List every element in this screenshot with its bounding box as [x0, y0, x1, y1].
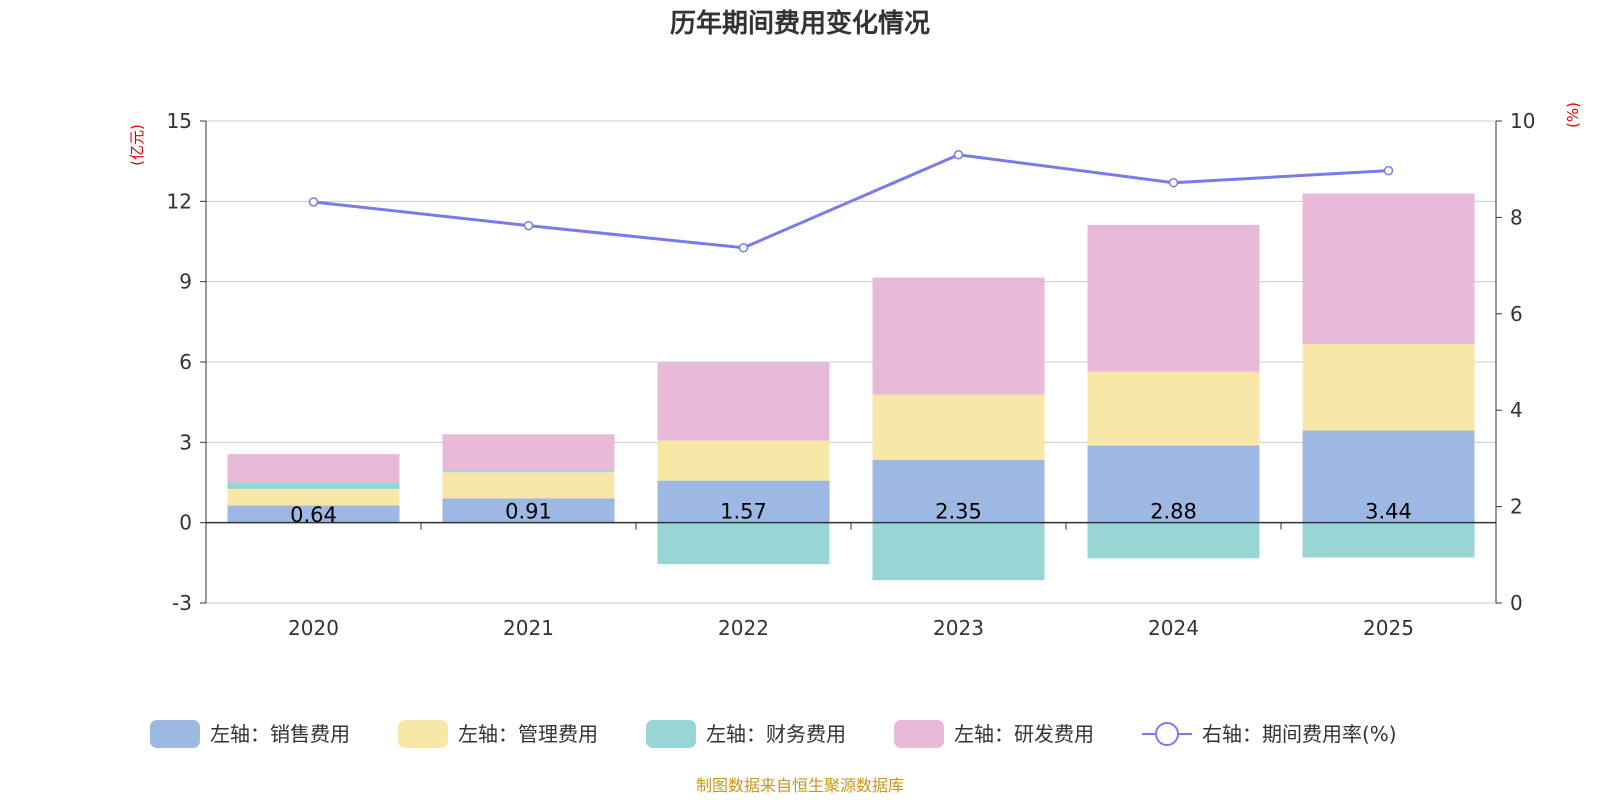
x-tick-label: 2022: [718, 616, 769, 640]
right-tick-label: 6: [1510, 302, 1523, 326]
bar-2024-s1: [1087, 445, 1260, 523]
x-tick-label: 2021: [503, 616, 554, 640]
bar-2020-s4: [227, 454, 400, 483]
legend-item-5[interactable]: 右轴：期间费用率(%): [1142, 722, 1397, 746]
legend-label: 左轴：财务费用: [706, 722, 846, 746]
bar-2021-s2: [442, 472, 615, 499]
legend-swatch: [150, 720, 200, 748]
rate-point-2021: [523, 220, 534, 231]
bar-2020-s2: [227, 488, 400, 506]
bar-2025-s1: [1302, 430, 1475, 523]
right-tick-label: 10: [1510, 109, 1535, 133]
right-tick-label: 0: [1510, 591, 1523, 615]
bar-2024-s4: [1087, 224, 1260, 372]
right-axis-unit: (%): [1564, 102, 1582, 128]
rate-point-2025: [1383, 165, 1394, 176]
legend-label: 左轴：研发费用: [954, 722, 1094, 746]
legend-item-2[interactable]: 左轴：管理费用: [398, 720, 598, 748]
legend-label: 右轴：期间费用率(%): [1202, 722, 1397, 746]
x-tick-label: 2024: [1148, 616, 1199, 640]
legend-swatch: [646, 720, 696, 748]
rate-line-path: [313, 153, 1389, 250]
legend-item-4[interactable]: 左轴：研发费用: [894, 720, 1094, 748]
rate-point-2020: [308, 197, 319, 207]
axes: -3 0 3 6 9 12 15 0 2 4 6 8 10 2020 2021 2022 2023 2024 202…: [167, 109, 1536, 640]
bar-2023-s1: [872, 459, 1045, 523]
bar-2022-s4: [657, 362, 830, 441]
bar-2024-s3: [1087, 522, 1260, 559]
bar-2020-s3: [227, 482, 400, 489]
right-tick-label: 4: [1510, 398, 1523, 422]
footer-source: 制图数据来自恒生聚源数据库: [696, 776, 904, 795]
bar-2021-s1: [442, 498, 615, 523]
left-tick-label: 3: [179, 430, 192, 454]
legend-item-1[interactable]: 左轴：销售费用: [150, 720, 350, 748]
left-tick-label: 12: [167, 189, 192, 213]
bar-2023-s4: [872, 277, 1045, 395]
bar-2020-s1: [227, 505, 400, 523]
rate-point-2024: [1168, 177, 1179, 188]
legend-marker-icon: [1155, 722, 1179, 746]
bar-2022-s1: [657, 480, 830, 523]
bar-2025-s2: [1302, 344, 1475, 431]
data-label: 0.64: [290, 503, 337, 527]
legend-label: 左轴：销售费用: [210, 722, 350, 746]
legend-label: 左轴：管理费用: [458, 722, 598, 746]
bar-2022-s3: [657, 522, 830, 565]
x-tick-label: 2023: [933, 616, 984, 640]
rate-point-2022: [738, 243, 749, 253]
right-tick-label: 2: [1510, 495, 1523, 519]
left-tick-label: -3: [172, 591, 192, 615]
data-labels: 0.64 0.91 1.57 2.35 2.88 3.44: [290, 500, 1412, 527]
rate-point-2023: [953, 149, 964, 160]
bar-2024-s2: [1087, 371, 1260, 446]
bars: [227, 193, 1475, 581]
legend-swatch: [398, 720, 448, 748]
data-label: 0.91: [505, 500, 552, 524]
x-tick-label: 2020: [288, 616, 339, 640]
legend-swatch: [894, 720, 944, 748]
bar-2023-s3: [872, 522, 1045, 581]
legend-item-3[interactable]: 左轴：财务费用: [646, 720, 846, 748]
chart-title: 历年期间费用变化情况: [670, 8, 930, 39]
left-tick-label: 15: [167, 109, 192, 133]
data-label: 2.88: [1150, 500, 1197, 524]
rate-line: [308, 149, 1394, 253]
bar-2021-s4: [442, 434, 615, 471]
bar-2023-s2: [872, 394, 1045, 460]
bar-2021-s3: [442, 470, 615, 473]
data-label: 1.57: [720, 500, 767, 524]
data-label: 3.44: [1365, 500, 1412, 524]
left-tick-label: 9: [179, 270, 192, 294]
left-tick-label: 6: [179, 350, 192, 374]
legend[interactable]: 左轴：销售费用 左轴：管理费用 左轴：财务费用 左轴：研发费用 右轴：期间费用率(%): [150, 720, 1397, 748]
bar-2025-s3: [1302, 522, 1475, 558]
data-label: 2.35: [935, 500, 982, 524]
bar-2025-s4: [1302, 193, 1475, 345]
bar-2022-s2: [657, 440, 830, 481]
right-tick-label: 8: [1510, 205, 1523, 229]
left-tick-label: 0: [179, 511, 192, 535]
x-tick-label: 2025: [1363, 616, 1414, 640]
left-axis-unit: (亿元): [128, 124, 146, 166]
